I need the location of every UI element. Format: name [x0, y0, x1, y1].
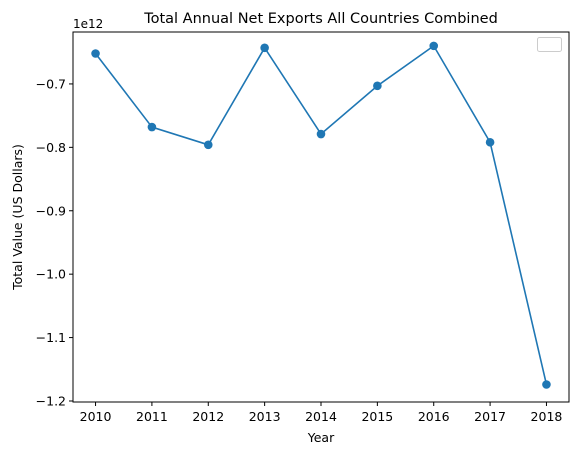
- x-tick-label: 2012: [192, 409, 224, 424]
- data-point: [542, 380, 551, 389]
- x-axis-label: Year: [307, 430, 335, 445]
- plot-frame: [72, 31, 570, 403]
- x-tick-label: 2010: [80, 409, 112, 424]
- data-point: [260, 43, 269, 53]
- x-tick-label: 2013: [249, 409, 281, 424]
- y-axis-label: Total Value (US Dollars): [10, 144, 25, 291]
- data-point: [147, 122, 157, 132]
- y-tick-label: −0.9: [36, 203, 66, 218]
- data-point: [373, 81, 382, 91]
- data-point: [429, 41, 439, 51]
- data-point: [91, 49, 100, 58]
- x-tick-label: 2011: [136, 409, 168, 424]
- y-tick-label: −0.8: [36, 140, 66, 155]
- y-tick-label: −0.7: [36, 76, 66, 91]
- x-tick-label: 2014: [305, 409, 337, 424]
- y-tick-label: −1.0: [36, 267, 66, 282]
- plot-area: [91, 41, 551, 389]
- legend-box: [537, 37, 562, 52]
- series-layer: [91, 41, 551, 389]
- y-offset-label: 1e12: [73, 17, 103, 31]
- y-tick-label: −1.1: [36, 330, 66, 345]
- x-tick-label: 2015: [361, 409, 393, 424]
- data-point: [316, 129, 326, 139]
- data-point: [203, 140, 213, 150]
- data-point: [485, 137, 495, 147]
- x-axis: 2010 2011 2012 2013 2014 2015 2016 2017 2018: [80, 402, 563, 424]
- chart-title: Total Annual Net Exports All Countries C…: [143, 11, 498, 27]
- y-axis: −0.7 −0.8 −0.9 −1.0 −1.1 −1.2: [36, 76, 73, 408]
- x-tick-label: 2017: [474, 409, 506, 424]
- x-tick-label: 2018: [531, 409, 563, 424]
- y-tick-label: −1.2: [36, 393, 66, 408]
- x-tick-label: 2016: [418, 409, 450, 424]
